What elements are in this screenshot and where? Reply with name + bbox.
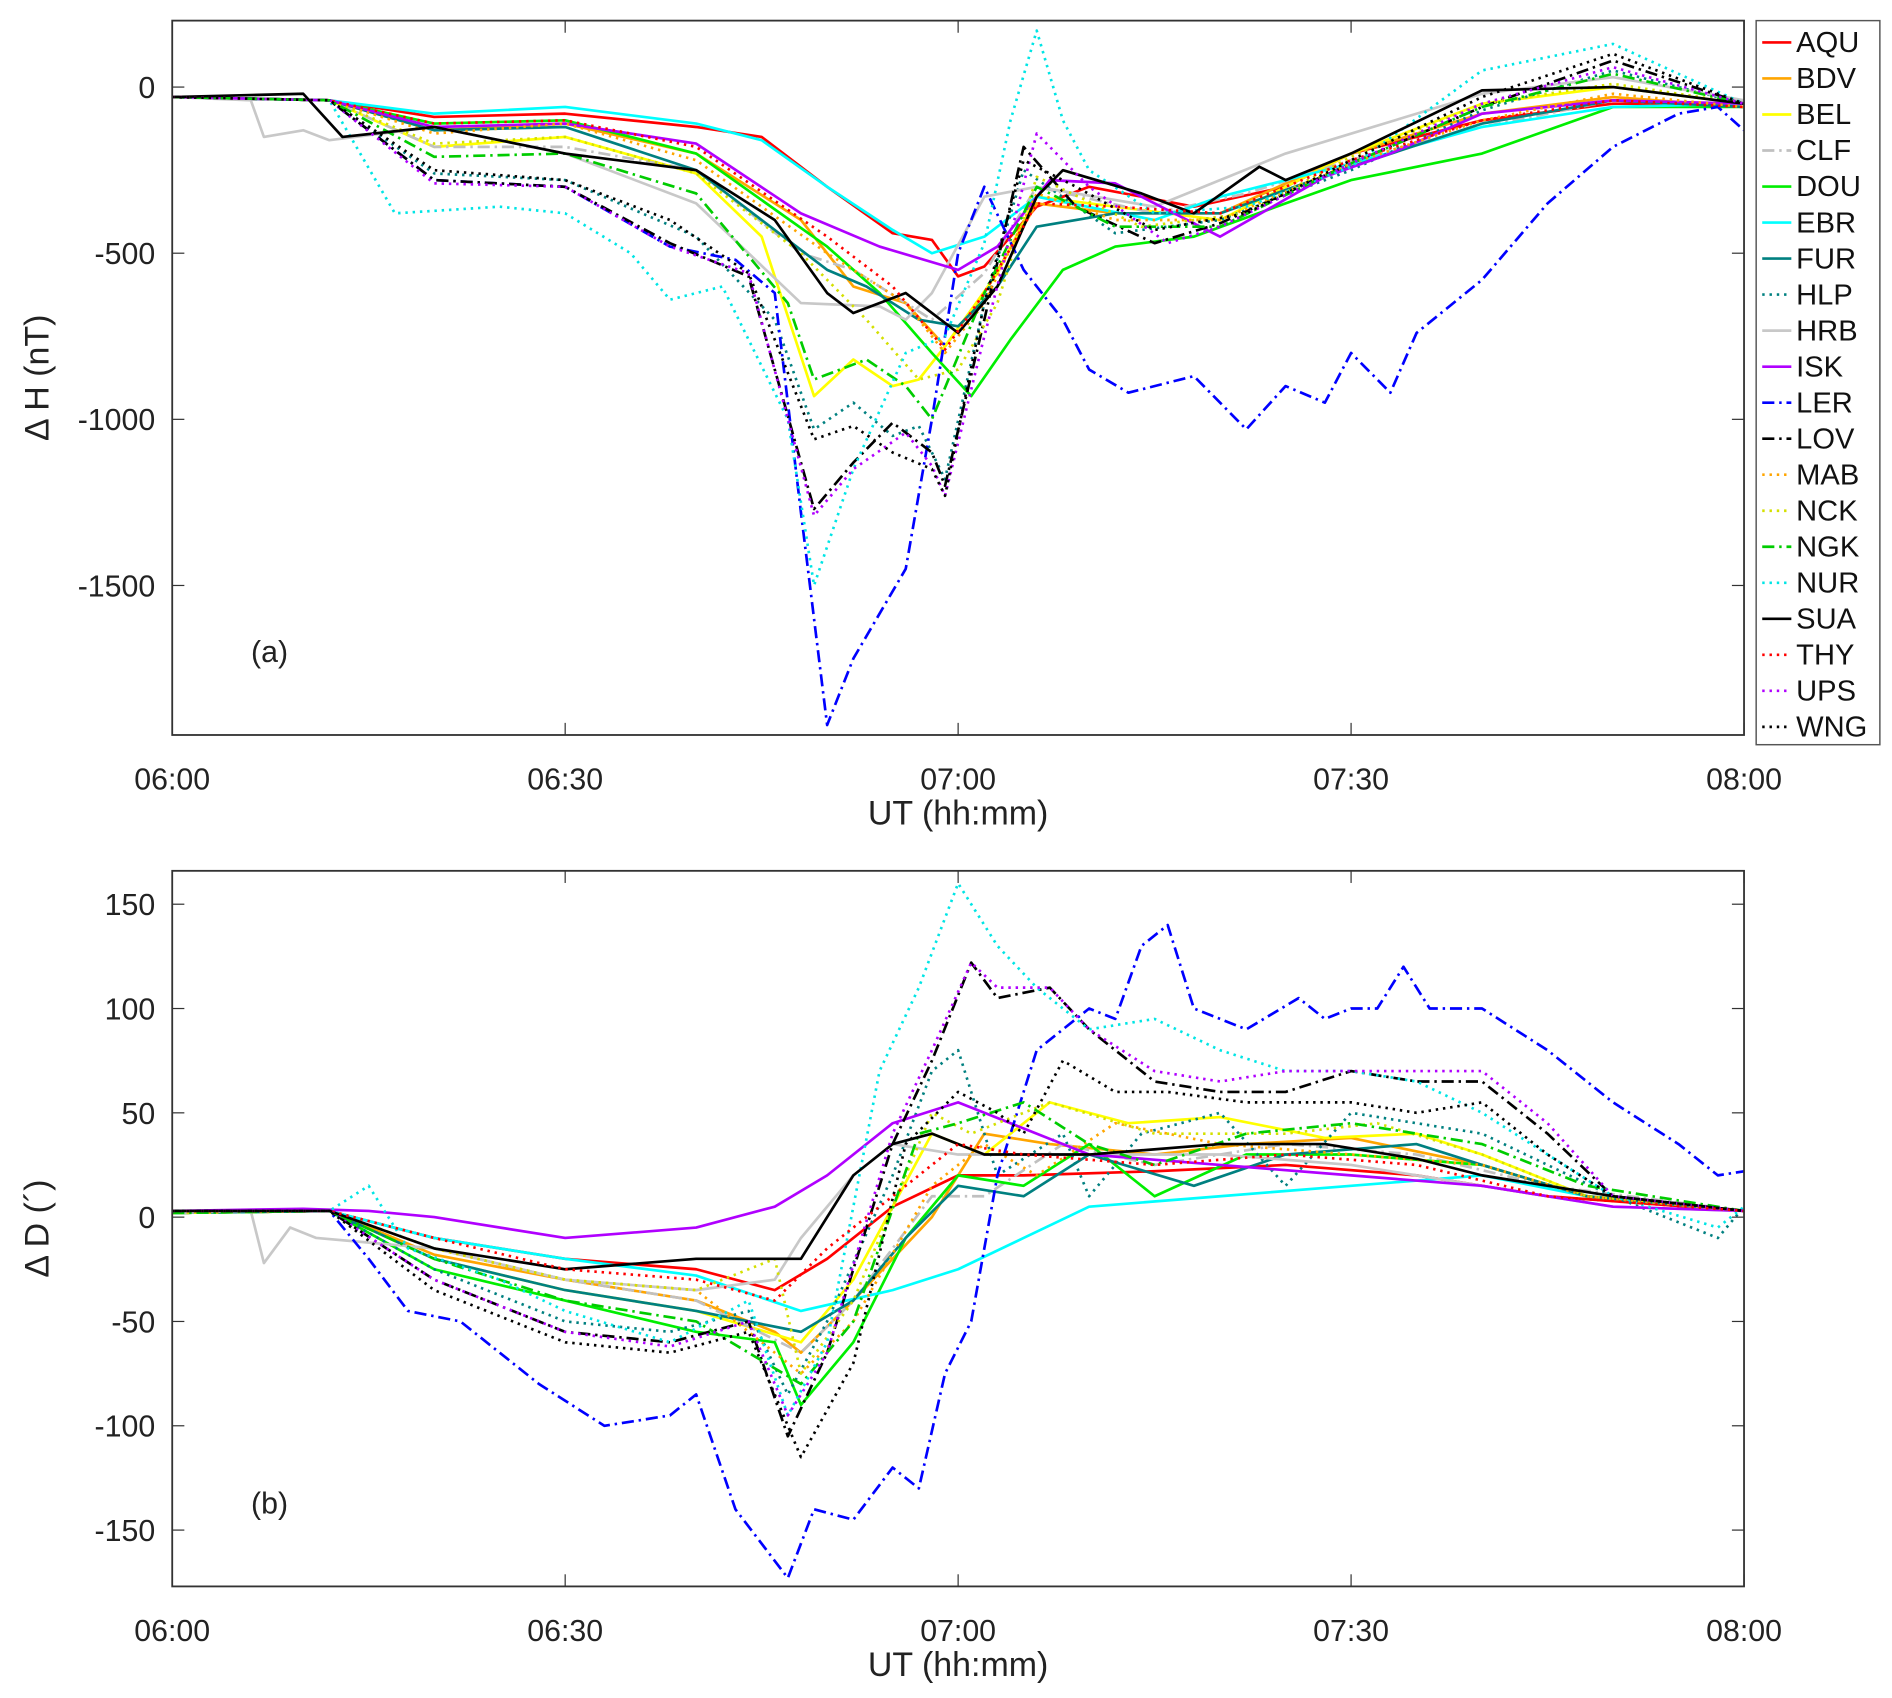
legend-label: HLP [1796,279,1853,311]
series-line-nck [172,82,1745,381]
legend-label: THY [1796,640,1854,672]
y-tick-label: 0 [138,1202,155,1235]
legend-item-hrb: HRB [1762,315,1858,347]
x-axis-label: UT (hh:mm) [868,795,1048,833]
y-tick-label: 50 [122,1098,156,1131]
legend-item-dou: DOU [1762,171,1861,203]
legend-item-sua: SUA [1762,604,1857,636]
series-line-hlp [172,1048,1745,1396]
series-line-sua [172,85,1745,335]
legend-item-hlp: HLP [1762,279,1853,311]
series-lines [172,29,1745,727]
legend-item-wng: WNG [1762,712,1867,744]
y-tick-label: -500 [95,238,156,271]
legend-label: FUR [1796,243,1856,275]
legend-label: NCK [1796,495,1858,527]
series-line-fur [172,1142,1745,1334]
plot-area [172,870,1745,1587]
legend-label: LOV [1796,423,1855,455]
series-line-isk [172,95,1745,272]
legend-label: LER [1796,387,1853,419]
legend-item-bdv: BDV [1762,63,1857,95]
legend-item-ebr: EBR [1762,207,1856,239]
y-tick-label: -1000 [78,404,156,437]
y-tick-label: 100 [105,993,156,1026]
plot-area [172,20,1745,735]
x-tick-label: 07:30 [1313,764,1389,797]
series-line-ler [172,923,1745,1580]
legend-item-isk: ISK [1762,351,1844,383]
panel-label: (a) [251,636,288,669]
y-axis-label: Δ D (´) [19,1180,57,1278]
legend-label: CLF [1796,135,1851,167]
x-tick-label: 07:00 [920,764,996,797]
series-line-wng [172,52,1745,498]
series-line-lov [172,961,1745,1438]
x-tick-label: 07:00 [920,1615,996,1648]
legend-label: WNG [1796,712,1867,744]
legend-label: BDV [1796,63,1856,95]
x-tick-label: 06:30 [527,1615,603,1648]
legend-item-mab: MAB [1762,459,1859,491]
x-tick-label: 08:00 [1706,764,1782,797]
legend-label: BEL [1796,99,1851,131]
legend-label: AQU [1796,27,1859,59]
series-line-ngk [172,1101,1745,1386]
legend-label: DOU [1796,171,1861,203]
legend-item-fur: FUR [1762,243,1856,275]
series-line-lov [172,59,1745,511]
series-lines [172,881,1745,1580]
series-line-nur [172,29,1745,587]
panel-b-delta-d: 06:00 06:30 07:00 07:30 08:00 150 100 50 0 -50 -10… [19,869,1782,1684]
x-tick-label: 06:00 [134,1615,210,1648]
y-axis-label: Δ H (nT) [19,315,57,441]
series-line-ups [172,65,1745,518]
y-tick-label: -150 [95,1515,156,1548]
series-line-nur [172,881,1745,1417]
series-line-ler [172,95,1745,727]
legend-label: SUA [1796,604,1856,636]
legend-item-ngk: NGK [1762,531,1860,563]
legend-item-ups: UPS [1762,676,1856,708]
y-tick-label: 150 [105,889,156,922]
legend-box [1755,19,1881,746]
y-tick-label: -1500 [78,570,156,603]
legend-label: NGK [1796,531,1860,563]
series-line-hrb [172,1142,1745,1292]
x-tick-label: 07:30 [1313,1615,1389,1648]
x-axis-label: UT (hh:mm) [868,1646,1048,1684]
y-tick-label: 0 [138,72,155,105]
legend-label: NUR [1796,567,1859,599]
legend-label: EBR [1796,207,1856,239]
legend-item-lov: LOV [1762,423,1855,455]
legend-label: HRB [1796,315,1857,347]
series-line-wng [172,1059,1745,1459]
y-tick-label: -50 [111,1306,155,1339]
legend-item-thy: THY [1762,640,1854,672]
legend-item-clf: CLF [1762,135,1851,167]
legend-label: ISK [1796,351,1843,383]
x-tick-label: 06:00 [134,764,210,797]
series-line-dou [172,1142,1745,1407]
legend-item-ler: LER [1762,387,1853,419]
series-line-hrb [172,75,1745,322]
x-tick-label: 06:30 [527,764,603,797]
legend-item-bel: BEL [1762,99,1851,131]
panel-label: (b) [251,1488,288,1521]
legend-item-nck: NCK [1762,495,1858,527]
series-line-dou [172,95,1745,398]
legend: AQU BDV BEL CLF DOU EBR FUR HLP HRB ISK LER LOV MAB N… [1755,19,1881,746]
series-line-ngk [172,72,1745,421]
series-line-hlp [172,69,1745,481]
y-tick-label: -100 [95,1411,156,1444]
legend-label: MAB [1796,459,1859,491]
legend-item-aqu: AQU [1762,27,1859,59]
legend-label: UPS [1796,676,1856,708]
panel-a-delta-h: 06:00 06:30 07:00 07:30 08:00 0 -500 -1000 -1500… [19,19,1782,833]
x-tick-label: 08:00 [1706,1615,1782,1648]
legend-item-nur: NUR [1762,567,1859,599]
series-line-isk [172,1101,1745,1240]
